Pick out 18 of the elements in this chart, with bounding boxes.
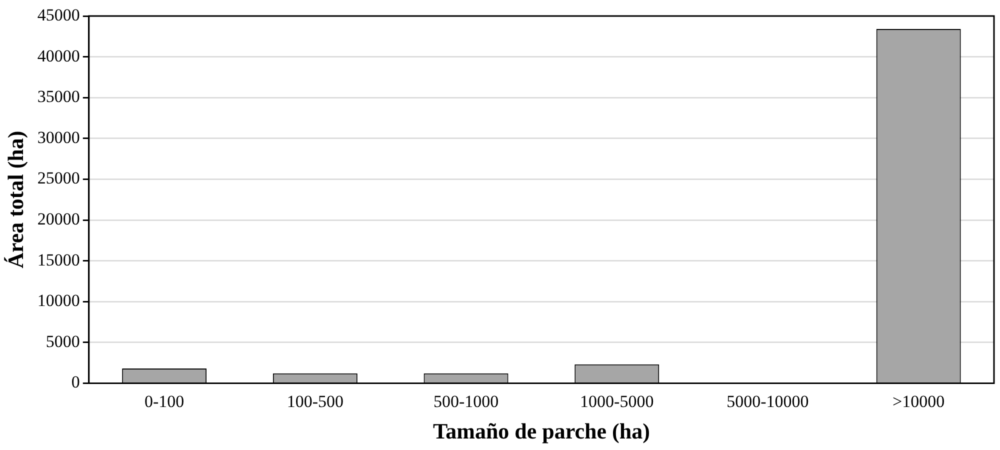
x-tick-label: >10000 — [892, 392, 945, 411]
x-tick-label: 100-500 — [286, 392, 344, 411]
y-tick-label: 40000 — [37, 46, 80, 66]
x-tick-label: 0-100 — [144, 392, 184, 411]
y-tick-label: 20000 — [37, 209, 80, 228]
y-tick-label: 45000 — [37, 5, 80, 24]
y-tick-label: 5000 — [46, 332, 80, 351]
y-tick-label: 15000 — [37, 250, 80, 270]
y-tick-label: 30000 — [37, 128, 80, 147]
y-tick-label: 10000 — [37, 291, 80, 310]
x-axis-title: Tamaño de parche (ha) — [432, 418, 650, 444]
x-tick-label: 5000-10000 — [726, 392, 809, 411]
y-tick-label: 0 — [71, 372, 80, 392]
y-tick-label: 25000 — [37, 168, 80, 188]
y-axis-title: Área total (ha) — [2, 130, 28, 268]
y-tick-label: 35000 — [37, 87, 80, 106]
x-tick-label: 500-1000 — [433, 392, 499, 411]
x-tick-label: 1000-5000 — [580, 392, 654, 411]
